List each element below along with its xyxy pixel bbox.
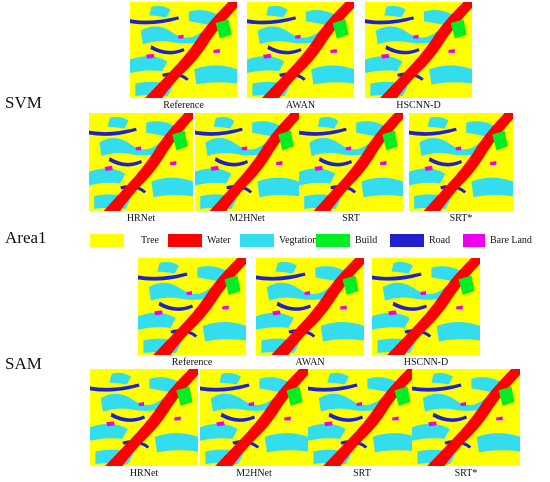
legend-tree-swatch — [90, 234, 124, 247]
sam-reference-caption: Reference — [171, 357, 213, 368]
sam-hrnet-map: HRNet — [90, 369, 198, 479]
svm-hscnn-caption: HSCNN-D — [396, 100, 441, 111]
svm-srt-star-map: SRT* — [409, 113, 513, 224]
classification-map-icon — [256, 258, 364, 355]
legend-vegetation-swatch — [240, 234, 274, 247]
svm-hrnet-caption: HRNet — [126, 213, 156, 224]
sam-hrnet-caption: HRNet — [129, 468, 159, 479]
sam-srt-star-caption: SRT* — [454, 468, 478, 479]
sam-srt-star-map: SRT* — [412, 369, 520, 479]
row-label-sam: SAM — [5, 354, 42, 373]
svm-m2hnet-caption: M2HNet — [229, 213, 265, 224]
sam-m2hnet-map: M2HNet — [200, 369, 308, 479]
svm-hrnet-map: HRNet — [89, 113, 193, 224]
legend-vegetation-label: Vegtation — [279, 235, 318, 246]
svm-srt-caption: SRT — [342, 213, 360, 224]
svm-awan-caption: AWAN — [285, 100, 316, 111]
sam-hscnn-map: HSCNN-D — [372, 258, 480, 368]
classification-map-icon — [89, 113, 193, 211]
legend-bare-land-swatch — [463, 234, 485, 247]
legend-build-label: Build — [355, 235, 378, 246]
legend-vegetation: Vegtation — [240, 234, 317, 247]
legend-build: Build — [316, 234, 377, 247]
legend-water: Water — [168, 234, 231, 247]
row-label-area1: Area1 — [5, 228, 47, 247]
svm-hscnn-map: HSCNN-D — [365, 2, 472, 111]
svm-reference-caption: Reference — [163, 100, 204, 111]
sam-srt-map: SRT — [308, 369, 416, 479]
classification-map-icon — [130, 2, 237, 98]
svm-awan-map: AWAN — [247, 2, 354, 111]
row-label-svm: SVM — [5, 93, 42, 112]
classification-map-icon — [195, 113, 299, 211]
legend-build-swatch — [316, 234, 350, 247]
sam-awan-caption: AWAN — [295, 357, 325, 368]
sam-hscnn-caption: HSCNN-D — [403, 357, 449, 368]
classification-map-icon — [299, 113, 403, 211]
legend-road-label: Road — [429, 235, 451, 246]
classification-map-icon — [365, 2, 472, 98]
sam-awan-map: AWAN — [256, 258, 364, 368]
svm-reference-map: Reference — [130, 2, 237, 111]
classification-map-icon — [200, 369, 308, 466]
legend-bare-land: Bare Land — [463, 234, 532, 247]
svm-m2hnet-map: M2HNet — [195, 113, 299, 224]
legend-water-swatch — [168, 234, 202, 247]
classification-map-icon — [409, 113, 513, 211]
classification-map-icon — [90, 369, 198, 466]
classification-map-icon — [372, 258, 480, 355]
classification-map-icon — [247, 2, 354, 98]
legend-tree: Tree — [90, 234, 159, 247]
legend-tree-label: Tree — [141, 235, 159, 246]
legend-bare-land-label: Bare Land — [490, 235, 532, 246]
svm-srt-map: SRT — [299, 113, 403, 224]
classification-map-icon — [138, 258, 246, 355]
sam-srt-caption: SRT — [353, 468, 371, 479]
legend-water-label: Water — [207, 235, 231, 246]
legend-road: Road — [390, 234, 450, 247]
classification-map-icon — [308, 369, 416, 466]
classification-map-icon — [412, 369, 520, 466]
legend-road-swatch — [390, 234, 424, 247]
svm-srt-star-caption: SRT* — [449, 213, 473, 224]
sam-m2hnet-caption: M2HNet — [236, 468, 272, 479]
sam-reference-map: Reference — [138, 258, 246, 368]
